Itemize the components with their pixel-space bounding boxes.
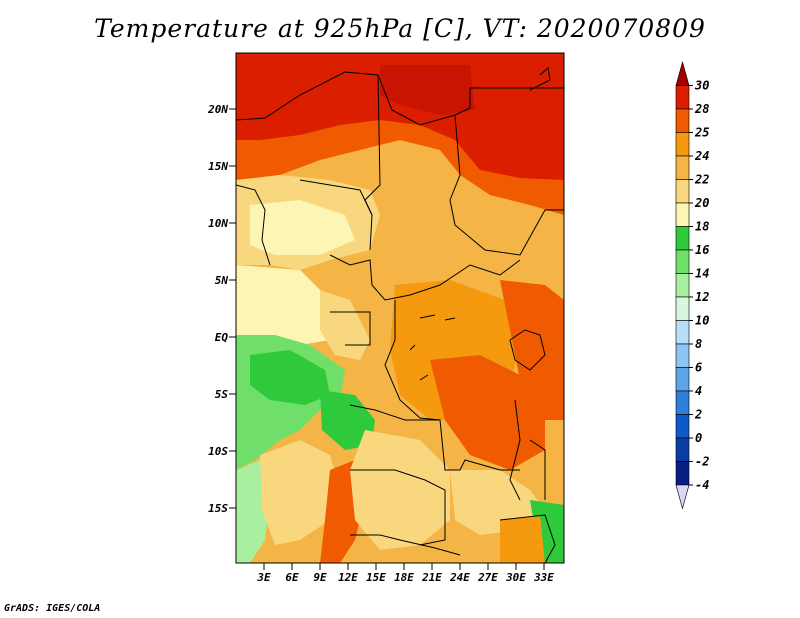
lon-label: 21E [421,571,442,584]
lat-label: 10S [208,445,228,458]
colorbar-swatch [675,132,690,157]
colorbar-label: 0 [695,431,702,445]
colorbar-label: 28 [694,102,709,116]
country-borders [236,67,564,563]
colorbar-swatch [675,320,690,345]
map-frame [235,52,565,564]
colorbar-label: 18 [695,220,709,234]
lon-label: 3E [256,571,271,584]
colorbar-swatch [675,85,690,110]
lat-label: EQ [215,331,229,344]
colorbar-label: 14 [695,267,709,281]
lon-label: 9E [313,571,327,584]
colorbar-label: -4 [695,478,709,492]
colorbar-swatch [675,155,690,180]
longitude-axis [263,563,545,570]
colorbar-swatch [675,414,690,439]
colorbar-label: 24 [694,149,709,163]
lat-label: 5N [215,274,229,287]
colorbar-swatch [675,437,690,462]
colorbar-swatch [675,367,690,392]
lon-label: 15E [366,571,386,584]
lat-label: 10N [208,217,228,230]
lon-label: 27E [477,571,498,584]
map-title: Temperature at 925hPa [C], VT: 202007080… [94,14,706,43]
lon-label: 12E [338,571,358,584]
lon-label: 6E [285,571,299,584]
lat-label: 20N [207,103,228,116]
colorbar-label: 6 [695,361,702,375]
colorbar-swatch [675,60,690,86]
colorbar-label: 2 [694,408,702,422]
colorbar-swatch [675,273,690,298]
colorbar-swatch [675,484,690,510]
lat-label: 15N [208,160,228,173]
lat-label: 5S [215,388,229,401]
colorbar-swatch [675,461,690,486]
colorbar-swatch [675,343,690,368]
colorbar-swatch [675,249,690,274]
colorbar-swatch [675,296,690,321]
latitude-axis [229,108,236,509]
colorbar-swatch [675,390,690,415]
colorbar-swatch [675,202,690,227]
colorbar-label: 4 [695,384,702,398]
lon-label: 33E [533,571,554,584]
colorbar-label: 20 [694,196,709,210]
colorbar-label: 30 [694,79,709,93]
lat-label: 15S [208,502,228,515]
colorbar-swatch [675,226,690,251]
colorbar-label: 8 [695,337,702,351]
colorbar-label: 16 [695,243,709,257]
colorbar-label: -2 [695,455,709,469]
colorbar-swatch [675,179,690,204]
lon-label: 30E [505,571,526,584]
lon-label: 24E [449,571,470,584]
colorbar-label: 25 [694,126,709,140]
colorbar-label: 12 [695,290,709,304]
colorbar-label: 22 [694,173,709,187]
grads-credit: GrADS: IGES/COLA [4,603,101,614]
colorbar-label: 10 [695,314,709,328]
colorbar-swatch [675,108,690,133]
temperature-field [236,53,564,563]
lon-label: 18E [394,571,414,584]
